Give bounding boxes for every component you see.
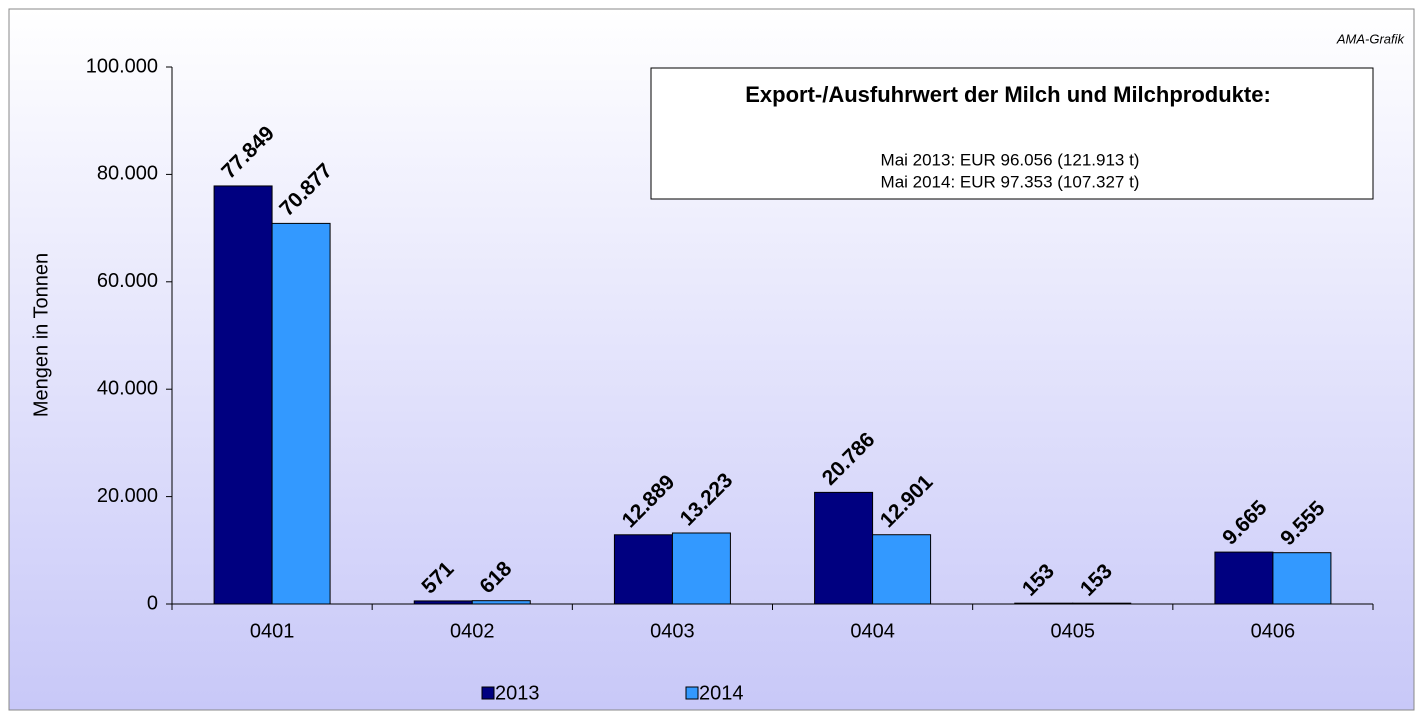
x-tick-label: 0402: [450, 620, 495, 642]
y-axis-label: Mengen in Tonnen: [30, 253, 52, 417]
source: AMA-Grafik: [1336, 31, 1406, 46]
bar: [271, 222, 331, 605]
annotation-box: [650, 67, 1374, 200]
x-tick-label: 0405: [1051, 620, 1096, 642]
bar: [471, 600, 531, 605]
bar: [1072, 602, 1132, 605]
x-tick-label: 0404: [850, 620, 895, 642]
bar: [872, 534, 932, 605]
y-tick-label: 40.000: [97, 377, 158, 399]
legend-swatch: [481, 686, 495, 700]
y-tick-label: 80.000: [97, 163, 158, 185]
bar: [213, 185, 273, 605]
bar: [1272, 552, 1332, 605]
bar: [671, 532, 731, 605]
legend-label: 2014: [699, 682, 744, 704]
bar: [1214, 551, 1274, 605]
bar: [1014, 602, 1074, 605]
annotation-line: Mai 2014: EUR 97.353 (107.327 t): [881, 172, 1140, 191]
annotation-line: Mai 2013: EUR 96.056 (121.913 t): [881, 150, 1140, 169]
bar: [814, 491, 874, 605]
x-tick-label: 0403: [650, 620, 695, 642]
y-tick-label: 100.000: [86, 55, 158, 77]
x-tick-label: 0401: [250, 620, 295, 642]
legend-swatch: [685, 686, 699, 700]
y-tick-label: 60.000: [97, 270, 158, 292]
legend-label: 2013: [495, 682, 540, 704]
annotation-title: Export-/Ausfuhrwert der Milch und Milchp…: [745, 82, 1271, 107]
y-tick-label: 20.000: [97, 485, 158, 507]
y-tick-label: 0: [147, 592, 158, 614]
bar: [413, 600, 473, 605]
x-tick-label: 0406: [1251, 620, 1296, 642]
bar: [613, 534, 673, 605]
